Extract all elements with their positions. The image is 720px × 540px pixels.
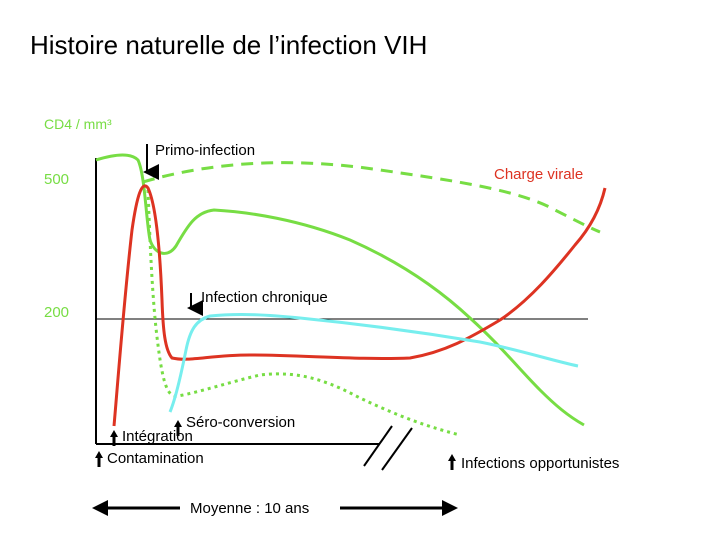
duration-label: Moyenne : 10 ans <box>190 500 309 517</box>
y-tick-500: 500 <box>44 171 69 188</box>
axis-break-mark <box>363 425 393 467</box>
slide-title: Histoire naturelle de l’infection VIH <box>30 30 428 60</box>
y-tick-200: 200 <box>44 304 69 321</box>
viral-load-curve <box>112 184 607 427</box>
duration-arrowhead-right-icon <box>442 500 458 516</box>
integration-arrow-icon <box>110 430 118 446</box>
axis-break-mark <box>381 427 413 471</box>
cd4-reference-curve <box>142 161 601 234</box>
antibody-curve <box>168 313 579 413</box>
charge-virale-label: Charge virale <box>494 166 583 183</box>
duration-arrowhead-left-icon <box>92 500 108 516</box>
primo-infection-label: Primo-infection <box>155 142 255 159</box>
cd4-curve <box>95 153 585 427</box>
infection-chronique-label: Infection chronique <box>201 289 328 306</box>
integration-label: Intégration <box>122 428 193 445</box>
y-axis-label: CD4 / mm³ <box>44 116 112 132</box>
contamination-label: Contamination <box>107 450 204 467</box>
cd4-dotted-curve <box>146 189 461 437</box>
sero-conversion-label: Séro-conversion <box>186 414 295 431</box>
infections-opportunistes-arrow-icon <box>448 454 456 470</box>
infections-opportunistes-label: Infections opportunistes <box>461 455 619 472</box>
sero-conversion-arrow-icon <box>174 420 182 436</box>
contamination-arrow-icon <box>95 451 103 467</box>
